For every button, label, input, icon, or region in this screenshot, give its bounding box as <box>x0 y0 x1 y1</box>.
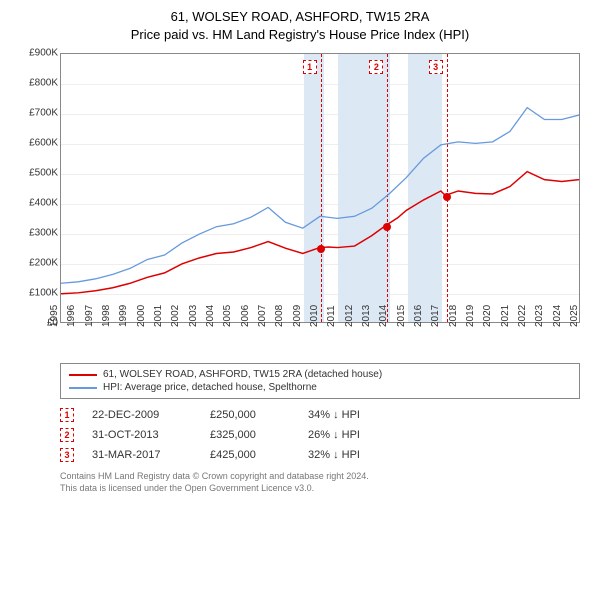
x-tick-label: 1997 <box>84 297 95 327</box>
legend-row-2: HPI: Average price, detached house, Spel… <box>69 381 571 394</box>
chart-badge: 2 <box>369 60 383 74</box>
marker-dot <box>317 245 325 253</box>
x-tick-label: 2011 <box>326 297 337 327</box>
x-tick-label: 2005 <box>222 297 233 327</box>
transaction-row: 1 22-DEC-2009 £250,000 34% ↓ HPI <box>60 405 580 425</box>
x-tick-label: 2001 <box>153 297 164 327</box>
x-tick-label: 2003 <box>188 297 199 327</box>
x-tick-label: 2019 <box>465 297 476 327</box>
series-hpi <box>61 108 579 284</box>
x-tick-label: 2025 <box>569 297 580 327</box>
x-tick-label: 2013 <box>361 297 372 327</box>
transaction-hpi-diff: 26% ↓ HPI <box>308 429 408 441</box>
footer-line-1: Contains HM Land Registry data © Crown c… <box>60 471 580 483</box>
transaction-badge: 2 <box>60 428 74 442</box>
x-tick-label: 2024 <box>552 297 563 327</box>
x-tick-label: 2015 <box>396 297 407 327</box>
chart-badge: 3 <box>429 60 443 74</box>
y-tick-label: £700K <box>12 108 58 119</box>
y-tick-label: £500K <box>12 168 58 179</box>
legend-box: 61, WOLSEY ROAD, ASHFORD, TW15 2RA (deta… <box>60 363 580 399</box>
legend-swatch-2 <box>69 387 97 389</box>
legend-label-1: 61, WOLSEY ROAD, ASHFORD, TW15 2RA (deta… <box>103 369 382 380</box>
marker-dot <box>383 223 391 231</box>
series-lines <box>61 54 579 322</box>
footer-line-2: This data is licensed under the Open Gov… <box>60 483 580 495</box>
chart-area: 1 2 3 <box>60 53 580 323</box>
x-tick-label: 2002 <box>170 297 181 327</box>
x-tick-label: 1999 <box>118 297 129 327</box>
x-tick-label: 2021 <box>500 297 511 327</box>
x-tick-label: 2000 <box>136 297 147 327</box>
y-tick-label: £600K <box>12 138 58 149</box>
x-tick-label: 2022 <box>517 297 528 327</box>
x-tick-label: 2018 <box>448 297 459 327</box>
x-tick-label: 2023 <box>534 297 545 327</box>
transaction-price: £250,000 <box>210 409 290 421</box>
chart-badge: 1 <box>303 60 317 74</box>
x-tick-label: 2009 <box>292 297 303 327</box>
transaction-row: 2 31-OCT-2013 £325,000 26% ↓ HPI <box>60 425 580 445</box>
title-block: 61, WOLSEY ROAD, ASHFORD, TW15 2RA Price… <box>12 8 588 43</box>
chart-wrap: £0£100K£200K£300K£400K£500K£600K£700K£80… <box>12 49 588 359</box>
transaction-hpi-diff: 32% ↓ HPI <box>308 449 408 461</box>
marker-dot <box>443 193 451 201</box>
x-tick-label: 1998 <box>101 297 112 327</box>
x-tick-label: 2008 <box>274 297 285 327</box>
y-tick-label: £800K <box>12 78 58 89</box>
transaction-hpi-diff: 34% ↓ HPI <box>308 409 408 421</box>
y-tick-label: £200K <box>12 258 58 269</box>
transaction-price: £325,000 <box>210 429 290 441</box>
x-tick-label: 2006 <box>240 297 251 327</box>
x-tick-label: 2016 <box>413 297 424 327</box>
container: 61, WOLSEY ROAD, ASHFORD, TW15 2RA Price… <box>0 0 600 502</box>
x-tick-label: 2017 <box>430 297 441 327</box>
x-tick-label: 2014 <box>378 297 389 327</box>
legend-row-1: 61, WOLSEY ROAD, ASHFORD, TW15 2RA (deta… <box>69 368 571 381</box>
x-tick-label: 2007 <box>257 297 268 327</box>
title-line-2: Price paid vs. HM Land Registry's House … <box>12 26 588 44</box>
series-price_paid <box>61 172 579 294</box>
footer: Contains HM Land Registry data © Crown c… <box>60 471 580 494</box>
transaction-badge: 1 <box>60 408 74 422</box>
transaction-table: 1 22-DEC-2009 £250,000 34% ↓ HPI 2 31-OCT-201… <box>60 405 580 465</box>
transaction-price: £425,000 <box>210 449 290 461</box>
transaction-date: 31-OCT-2013 <box>92 429 192 441</box>
transaction-date: 31-MAR-2017 <box>92 449 192 461</box>
legend-swatch-1 <box>69 374 97 376</box>
y-tick-label: £400K <box>12 198 58 209</box>
x-tick-label: 2010 <box>309 297 320 327</box>
transaction-date: 22-DEC-2009 <box>92 409 192 421</box>
legend-label-2: HPI: Average price, detached house, Spel… <box>103 382 317 393</box>
y-tick-label: £900K <box>12 48 58 59</box>
x-tick-label: 1996 <box>66 297 77 327</box>
transaction-badge: 3 <box>60 448 74 462</box>
x-tick-label: 2012 <box>344 297 355 327</box>
y-tick-label: £300K <box>12 228 58 239</box>
x-tick-label: 1995 <box>49 297 60 327</box>
title-line-1: 61, WOLSEY ROAD, ASHFORD, TW15 2RA <box>12 8 588 26</box>
x-tick-label: 2020 <box>482 297 493 327</box>
transaction-row: 3 31-MAR-2017 £425,000 32% ↓ HPI <box>60 445 580 465</box>
x-tick-label: 2004 <box>205 297 216 327</box>
